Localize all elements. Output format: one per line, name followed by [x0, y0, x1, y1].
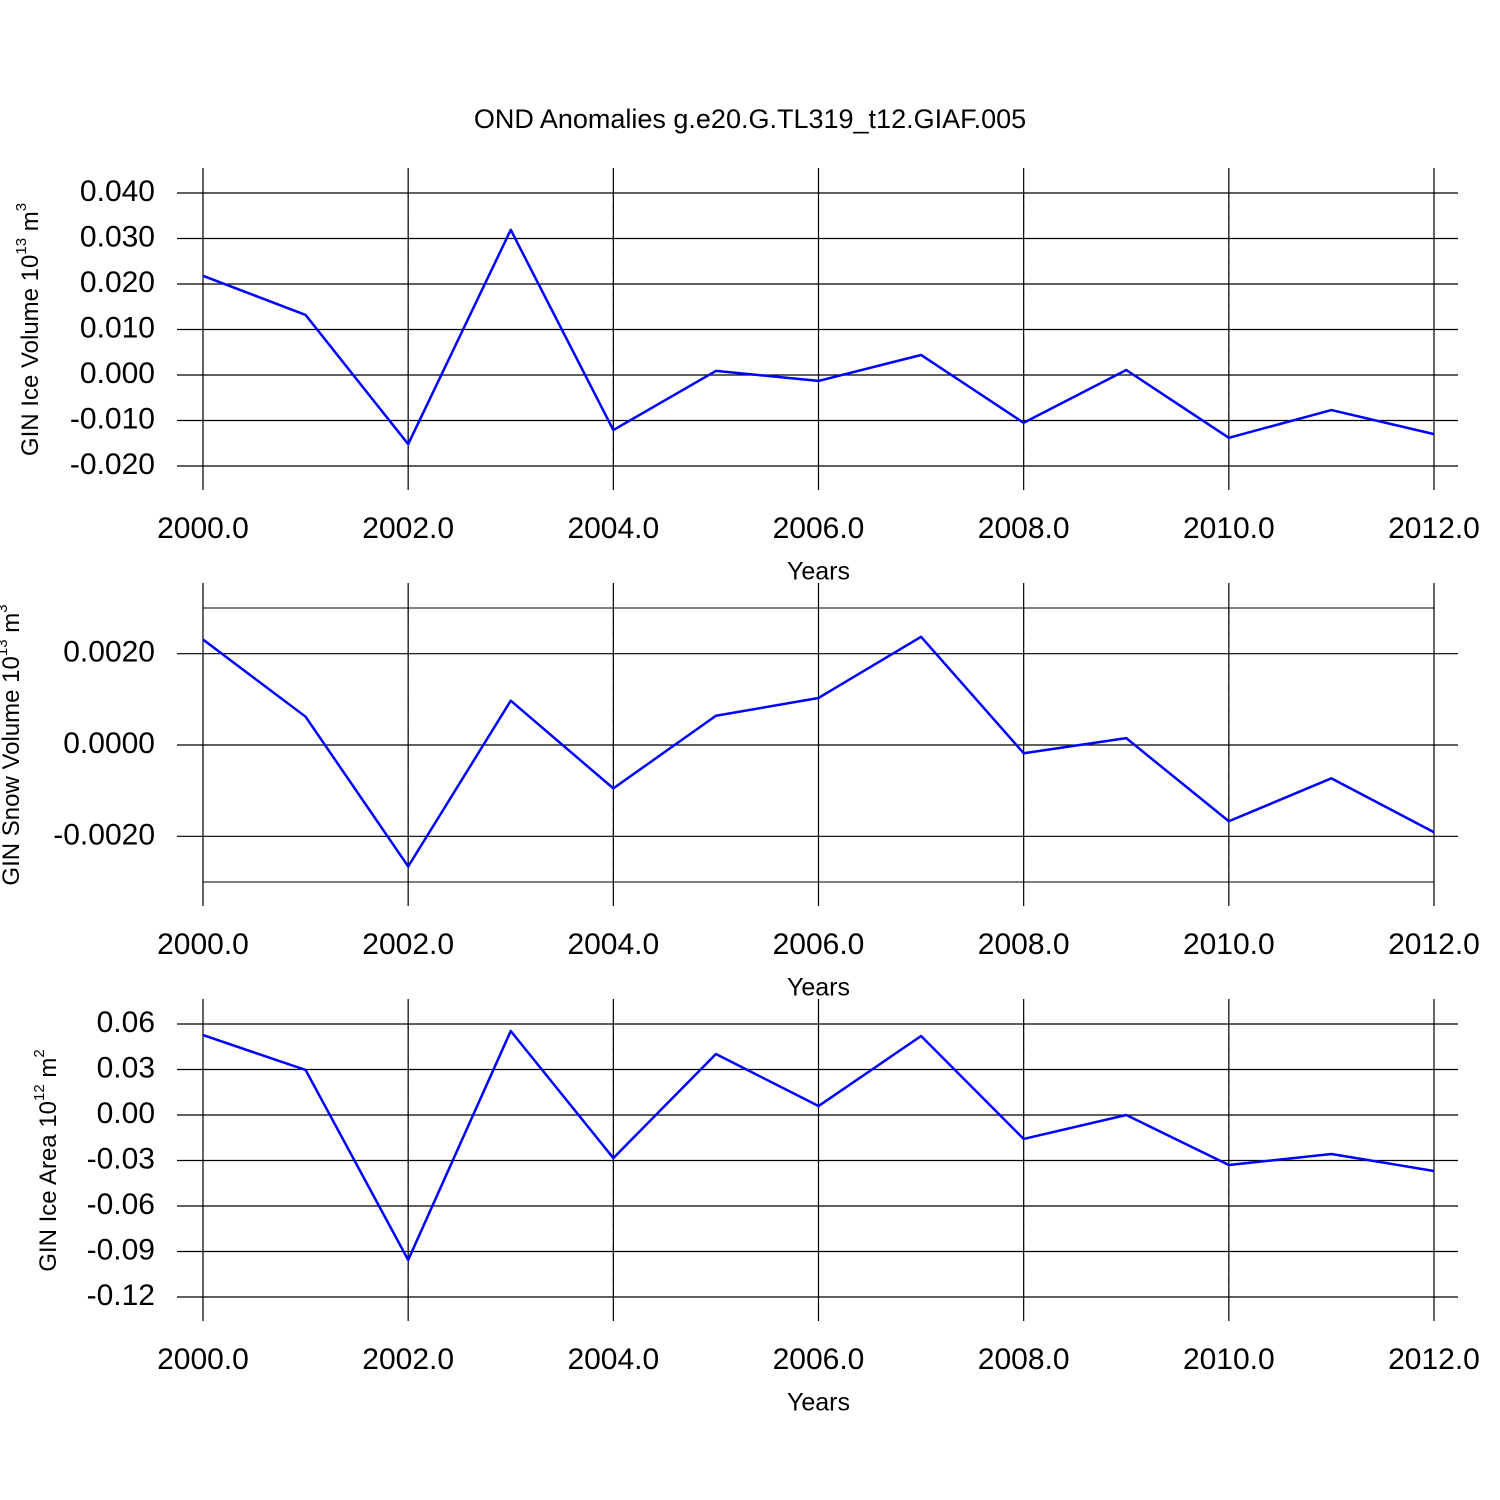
y-axis-label: GIN Ice Area 1012 m2 — [31, 1049, 62, 1271]
y-tick-label: 0.010 — [80, 311, 155, 344]
x-tick-label: 2004.0 — [567, 928, 659, 961]
x-axis-label: Years — [787, 1389, 850, 1417]
data-line — [202, 1029, 1435, 1262]
y-tick-label: 0.030 — [80, 220, 155, 253]
x-tick-label: 2012.0 — [1388, 1343, 1480, 1376]
x-tick-label: 2012.0 — [1388, 512, 1480, 545]
y-tick-label: 0.040 — [80, 175, 155, 208]
y-axis-label-part: m — [0, 613, 25, 640]
y-tick-label: -0.12 — [87, 1279, 155, 1312]
x-axis-label: Years — [787, 558, 850, 586]
y-axis-label: GIN Ice Volume 1013 m3 — [13, 203, 44, 456]
x-tick-label: 2010.0 — [1183, 928, 1275, 961]
x-tick-label: 2006.0 — [773, 1343, 865, 1376]
x-tick-label: 2008.0 — [978, 1343, 1070, 1376]
y-axis-label-exponent: 3 — [0, 604, 11, 612]
y-axis-label-part: GIN Snow Volume 10 — [0, 656, 25, 885]
y-axis-label-exponent: 2 — [31, 1049, 48, 1057]
x-tick-label: 2002.0 — [362, 928, 454, 961]
y-tick-label: 0.0020 — [63, 636, 155, 669]
x-tick-label: 2010.0 — [1183, 512, 1275, 545]
y-tick-label: 0.00 — [97, 1097, 155, 1130]
x-tick-label: 2000.0 — [157, 928, 249, 961]
x-tick-label: 2004.0 — [567, 1343, 659, 1376]
x-tick-label: 2008.0 — [978, 928, 1070, 961]
x-tick-label: 2002.0 — [362, 1343, 454, 1376]
y-axis-label-part: m — [17, 211, 44, 238]
x-axis-label: Years — [787, 974, 850, 1002]
y-tick-label: 0.06 — [97, 1006, 155, 1039]
y-tick-label: 0.0000 — [63, 727, 155, 760]
x-tick-label: 2000.0 — [157, 1343, 249, 1376]
y-tick-label: -0.020 — [70, 448, 155, 481]
y-tick-label: -0.010 — [70, 402, 155, 435]
y-axis-label-exponent: 13 — [13, 238, 30, 255]
chart-title: OND Anomalies g.e20.G.TL319_t12.GIAF.005 — [474, 104, 1026, 134]
x-tick-label: 2006.0 — [773, 928, 865, 961]
y-axis-label-exponent: 3 — [13, 203, 30, 211]
y-axis-label-exponent: 13 — [0, 639, 11, 656]
y-tick-label: 0.000 — [80, 357, 155, 390]
x-tick-label: 2008.0 — [978, 512, 1070, 545]
y-tick-label: -0.09 — [87, 1233, 155, 1266]
y-axis-label-exponent: 12 — [31, 1084, 48, 1101]
x-tick-label: 2010.0 — [1183, 1343, 1275, 1376]
y-axis-label-part: GIN Ice Volume 10 — [17, 255, 44, 456]
y-axis-label: GIN Snow Volume 1013 m3 — [0, 604, 25, 885]
y-tick-label: -0.03 — [87, 1142, 155, 1175]
x-tick-label: 2004.0 — [567, 512, 659, 545]
y-tick-label: -0.0020 — [53, 818, 155, 851]
y-tick-label: 0.020 — [80, 266, 155, 299]
x-tick-label: 2012.0 — [1388, 928, 1480, 961]
y-axis-label-part: m — [35, 1058, 62, 1085]
data-line — [202, 228, 1435, 446]
x-tick-label: 2006.0 — [773, 512, 865, 545]
x-tick-label: 2000.0 — [157, 512, 249, 545]
y-tick-label: -0.06 — [87, 1188, 155, 1221]
data-line — [202, 635, 1435, 868]
x-tick-label: 2002.0 — [362, 512, 454, 545]
y-axis-label-part: GIN Ice Area 10 — [35, 1101, 62, 1272]
y-tick-label: 0.03 — [97, 1051, 155, 1084]
